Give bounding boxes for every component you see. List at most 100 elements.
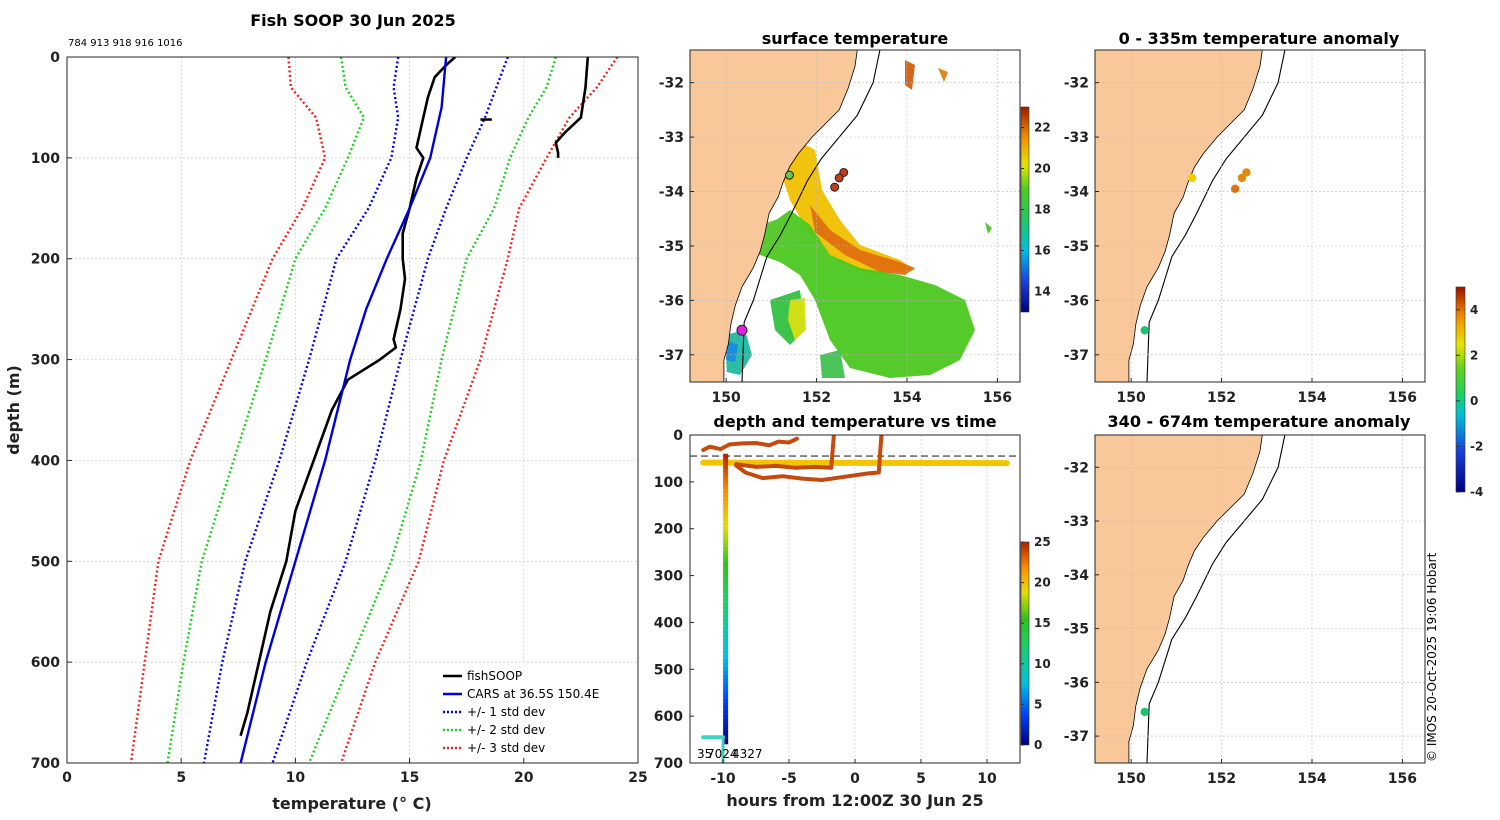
y-tick-label: 700	[654, 756, 683, 772]
sst-panel: surface temperature 150 152 154 156 -32-33-…	[659, 29, 1051, 406]
profile-frame	[66, 56, 639, 764]
anomaly-point	[1237, 173, 1247, 183]
profile-x-label: temperature (° C)	[272, 794, 431, 813]
colorbar-tick-label: 18	[1034, 203, 1051, 217]
profile-y-label: depth (m)	[4, 365, 23, 455]
time-title: depth and temperature vs time	[713, 412, 996, 431]
y-tick-label: -32	[1064, 460, 1089, 476]
x-tick-label: 20	[514, 770, 534, 786]
series-line	[166, 57, 366, 763]
y-tick-label: 400	[31, 453, 60, 469]
anomaly-lower-points	[1140, 707, 1149, 717]
track	[700, 459, 1010, 467]
x-tick-label: 150	[712, 390, 741, 406]
x-tick-label: 152	[802, 390, 831, 406]
x-tick-label: 152	[1207, 771, 1236, 787]
bottom-label: 35	[697, 747, 712, 761]
sst-marker	[784, 170, 794, 180]
sst-patch	[780, 140, 915, 275]
sst-marker	[834, 173, 844, 183]
x-tick-label: 25	[628, 770, 647, 786]
bottom-label: 4327	[732, 747, 763, 761]
sst-marker	[736, 324, 748, 336]
legend-label: fishSOOP	[467, 669, 522, 683]
profile-grid	[67, 57, 638, 763]
y-tick-label: -36	[659, 293, 684, 309]
series-line	[307, 57, 557, 763]
legend-label: +/- 3 std dev	[467, 741, 545, 755]
y-tick-label: -34	[659, 185, 685, 201]
anomaly-upper-panel: 0 - 335m temperature anomaly 150 152 154 15…	[1064, 29, 1426, 406]
colorbar-tick-label: 0	[1034, 738, 1042, 752]
sst-patch	[938, 68, 948, 82]
sst-field	[725, 60, 992, 378]
colorbar-tick-label: 2	[1470, 348, 1478, 362]
anomaly-lower-x-ticks: 150 152 154 156	[1117, 759, 1417, 787]
x-tick-label: 150	[1117, 390, 1146, 406]
colorbar-tick-label: 16	[1034, 244, 1051, 258]
anomaly-lower-panel: 340 - 674m temperature anomaly 150 152 154…	[1064, 412, 1426, 787]
colorbar-tick-label: -4	[1470, 485, 1483, 499]
y-tick-label: 700	[31, 756, 60, 772]
y-tick-label: -32	[1064, 76, 1089, 92]
time-x-label: hours from 12:00Z 30 Jun 25	[726, 791, 983, 810]
series-line	[239, 57, 457, 737]
sst-markers	[736, 167, 849, 336]
sst-frame	[689, 49, 1021, 383]
x-tick-label: 154	[892, 390, 921, 406]
track	[723, 453, 729, 745]
legend-label: CARS at 36.5S 150.4E	[467, 687, 599, 701]
profile-x-ticks: 0 5 10 15 20 25	[62, 758, 648, 786]
anomaly-point	[1187, 173, 1197, 183]
time-x-ticks: -10 -5 0 5 10	[710, 759, 997, 787]
y-tick-label: -33	[1064, 130, 1089, 146]
y-tick-label: -34	[1064, 185, 1090, 201]
anomaly-point	[1140, 707, 1149, 717]
anomaly-upper-frame	[1094, 49, 1426, 383]
credit-text: © IMOS 20-Oct-2025 19:06 Hobart	[1425, 552, 1439, 762]
profile-subtitle: 784 913 918 916 1016	[68, 38, 183, 49]
profile-title: Fish SOOP 30 Jun 2025	[250, 11, 456, 30]
x-tick-label: 152	[1207, 390, 1236, 406]
sst-colorbar-ticks: 14 16 18 20 22	[1021, 121, 1051, 299]
series-line	[339, 57, 619, 763]
profile-legend: fishSOOP CARS at 36.5S 150.4E +/- 1 std de…	[437, 663, 633, 758]
sst-map	[690, 50, 1020, 382]
anomaly-lower-title: 340 - 674m temperature anomaly	[1108, 412, 1411, 431]
y-tick-label: -34	[1064, 568, 1090, 584]
series-line	[129, 57, 327, 763]
x-tick-label: 0	[62, 770, 72, 786]
colorbar-tick-label: 22	[1034, 121, 1051, 135]
anomaly-lower-map	[1095, 435, 1425, 763]
x-tick-label: 156	[983, 390, 1012, 406]
x-tick-label: -5	[781, 771, 797, 787]
series-line	[554, 57, 590, 158]
colorbar-tick-label: 15	[1034, 616, 1051, 630]
y-tick-label: -35	[1064, 622, 1089, 638]
colorbar-tick-label: 0	[1470, 394, 1478, 408]
y-tick-label: -33	[1064, 514, 1089, 530]
bottom-label: 7024	[707, 747, 738, 761]
sst-patch	[755, 210, 975, 378]
colorbar-tick-label: 25	[1034, 535, 1051, 549]
anomaly-lower-frame	[1094, 434, 1426, 764]
colorbar-tick-label: 10	[1034, 657, 1051, 671]
x-tick-label: 5	[176, 770, 186, 786]
colorbar-tick-label: 4	[1470, 303, 1478, 317]
x-tick-label: 154	[1297, 390, 1326, 406]
anomaly-point	[1230, 184, 1240, 193]
series-line	[202, 57, 400, 763]
profile-series	[129, 57, 619, 763]
anomaly-colorbar	[1455, 286, 1466, 493]
sst-patch	[726, 340, 738, 362]
land	[1095, 435, 1263, 763]
legend-box	[437, 663, 633, 758]
colorbar-tick-label: -2	[1470, 439, 1483, 453]
profile-y-ticks: 0 100 200 300 400 500 600 700	[31, 50, 72, 772]
colorbar-tick-label: 20	[1034, 576, 1051, 590]
land	[1095, 50, 1263, 382]
y-tick-label: 600	[31, 655, 60, 671]
sst-patch	[810, 205, 915, 275]
y-tick-label: 300	[31, 353, 60, 369]
